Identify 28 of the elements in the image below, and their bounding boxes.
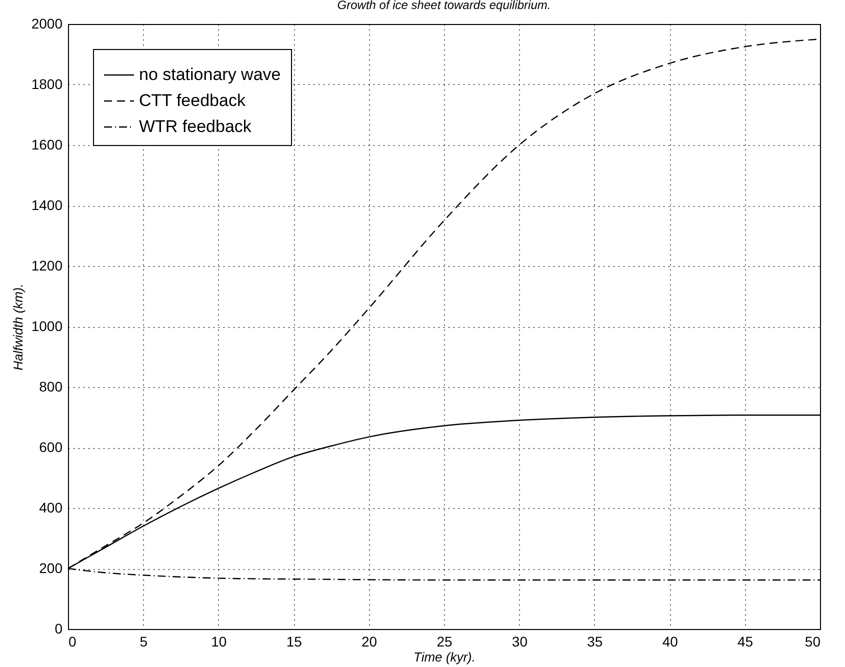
y-tick-label: 1200 bbox=[31, 258, 63, 274]
y-tick-label: 1400 bbox=[31, 197, 63, 213]
x-tick-label: 5 bbox=[140, 634, 148, 650]
x-tick-label: 40 bbox=[662, 634, 678, 650]
x-tick-label: 10 bbox=[211, 634, 227, 650]
y-tick-label: 400 bbox=[39, 500, 63, 516]
x-axis-title: Time (kyr). bbox=[414, 650, 476, 664]
y-tick-label: 1600 bbox=[31, 136, 63, 152]
y-tick-label: 1000 bbox=[31, 318, 63, 334]
y-tick-label: 2000 bbox=[31, 16, 63, 32]
x-tick-label: 50 bbox=[804, 634, 821, 650]
y-tick-label: 0 bbox=[54, 620, 63, 636]
chart-title: Growth of ice sheet towards equilibrium. bbox=[337, 0, 551, 12]
y-tick-label: 200 bbox=[39, 560, 63, 576]
x-tick-label: 45 bbox=[738, 634, 754, 650]
x-tick-label: 35 bbox=[587, 634, 603, 650]
y-tick-label: 800 bbox=[39, 378, 63, 394]
x-tick-label: 25 bbox=[436, 634, 452, 650]
legend-label: WTR feedback bbox=[139, 117, 252, 136]
y-tick-label: 1800 bbox=[31, 76, 63, 92]
x-tick-label: 0 bbox=[68, 634, 76, 650]
y-axis-title: Halfwidth (km). bbox=[10, 284, 26, 370]
legend-label: CTT feedback bbox=[139, 91, 246, 110]
x-tick-label: 20 bbox=[362, 634, 378, 650]
x-tick-label: 15 bbox=[286, 634, 302, 650]
x-tick-label: 30 bbox=[512, 634, 528, 650]
y-tick-label: 600 bbox=[39, 439, 63, 455]
legend-label: no stationary wave bbox=[139, 65, 281, 84]
